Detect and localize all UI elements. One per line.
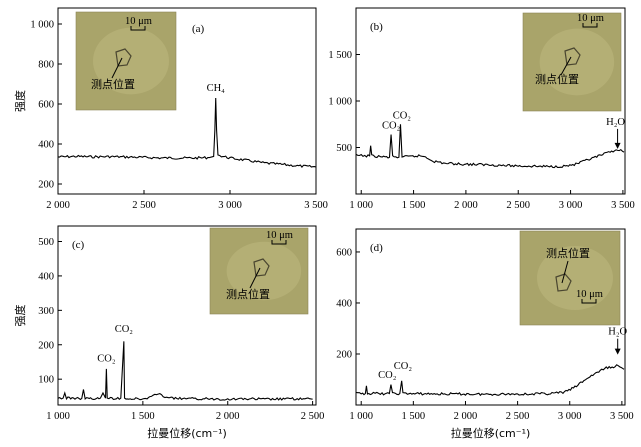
micrograph-highlight: [226, 241, 302, 301]
peak-annotation: CO₂: [97, 353, 116, 364]
x-tick-label: 2 000: [216, 411, 240, 422]
x-tick-label: 3 000: [218, 200, 242, 211]
x-tick-label: 1 500: [402, 200, 426, 211]
y-tick-label: 600: [38, 100, 54, 111]
panel-label: (c): [72, 239, 85, 251]
fluid-inclusion-outline: [253, 258, 270, 277]
x-tick-label: 2 500: [132, 200, 156, 211]
x-axis-label: 拉曼位移(cm⁻¹): [147, 426, 227, 440]
scale-bar: [581, 299, 597, 304]
panel-b: 1 000 1 500 2 000 2 500 3 000 3 500 500 1 000 1 …: [328, 7, 635, 211]
x-tick-label: 3 500: [610, 411, 634, 422]
x-tick-label: 2 000: [46, 200, 70, 211]
x-tick-label: 2 500: [506, 200, 530, 211]
x-tick-label: 1 500: [402, 411, 426, 422]
y-tick-label: 200: [38, 180, 54, 191]
x-tick-label: 1 000: [349, 411, 373, 422]
x-tick-label: 1 000: [46, 411, 70, 422]
peak-annotation: H₂O: [606, 117, 625, 128]
micrograph-inset: 10 μm 测点位置: [75, 11, 177, 111]
inset-label: 测点位置: [91, 77, 135, 91]
fluid-inclusion-outline: [564, 47, 581, 66]
micrograph-inset: 10 μm 测点位置: [209, 227, 309, 315]
y-tick-label: 100: [38, 375, 54, 386]
spectrum-series-line: [355, 364, 625, 397]
y-axis-label: 强度: [13, 305, 27, 327]
peak-annotation: CH₄: [207, 83, 226, 94]
y-tick-label: 600: [336, 247, 352, 258]
y-tick-label: 800: [38, 60, 54, 71]
y-axis-label: 强度: [13, 90, 27, 112]
micrograph-inset: 10 μm 测点位置: [522, 12, 622, 112]
plot-frame: [57, 7, 317, 195]
panel-d: 1 000 1 500 2 000 2 500 3 000 3 500 200 400 600 拉…: [336, 228, 634, 440]
annotation-arrow-head: [614, 348, 621, 355]
scale-bar-label: 10 μm: [266, 230, 293, 241]
x-tick-label: 3 500: [611, 200, 635, 211]
peak-annotation: H₂O: [608, 327, 627, 338]
x-tick-label: 1 500: [131, 411, 155, 422]
peak-annotation: CO₂: [394, 361, 413, 372]
scale-bar-label: 10 μm: [577, 13, 604, 24]
peak-annotation: CO₂: [115, 324, 134, 335]
scale-bar-label: 10 μm: [125, 16, 152, 27]
panel-a: 2 000 2 500 3 000 3 500 200 400 600 800 1 000 强度 C…: [13, 7, 328, 211]
inset-pointer-arrow: [561, 260, 569, 284]
micrograph-highlight: [537, 246, 613, 310]
plot-frame: [57, 225, 317, 406]
inset-label: 测点位置: [226, 287, 270, 301]
spectrum-series-line: [355, 124, 625, 169]
inset-pointer-arrow: [249, 267, 261, 289]
fluid-inclusion-outline: [555, 273, 572, 292]
spectrum-series-line: [57, 97, 317, 168]
scale-bar: [130, 26, 146, 31]
peak-annotation: CO₂: [393, 110, 412, 121]
x-tick-label: 1 000: [349, 200, 373, 211]
spectrum-series-line: [57, 341, 313, 401]
peak-annotation: CO₂: [378, 370, 397, 381]
y-tick-label: 1 000: [328, 97, 352, 108]
panel-c: 1 000 1 500 2 000 2 500 100 200 300 400 500 强度拉曼位…: [13, 225, 325, 440]
inset-label: 测点位置: [535, 72, 579, 86]
panel-label: (a): [192, 23, 205, 35]
panel-label: (d): [370, 242, 383, 254]
peak-annotation: CO₂: [382, 121, 401, 132]
inset-pointer-arrow: [111, 57, 123, 79]
x-tick-label: 3 000: [558, 411, 582, 422]
x-tick-label: 2 000: [454, 200, 478, 211]
x-tick-label: 3 500: [304, 200, 328, 211]
y-tick-label: 400: [336, 298, 352, 309]
x-tick-label: 3 000: [559, 200, 583, 211]
scale-bar: [582, 23, 598, 28]
y-tick-label: 1 000: [30, 20, 54, 31]
y-tick-label: 200: [336, 349, 352, 360]
scale-bar: [271, 240, 287, 245]
scale-bar-label: 10 μm: [576, 289, 603, 300]
plot-frame: [355, 228, 626, 406]
y-tick-label: 400: [38, 140, 54, 151]
y-tick-label: 500: [336, 143, 352, 154]
y-tick-label: 500: [38, 237, 54, 248]
y-tick-label: 1 500: [328, 50, 352, 61]
x-tick-label: 2 500: [506, 411, 530, 422]
annotation-arrow-head: [614, 142, 621, 149]
micrograph-inset: 10 μm 测点位置: [519, 230, 621, 326]
panel-label: (b): [370, 21, 383, 33]
x-tick-label: 2 500: [301, 411, 325, 422]
inset-pointer-arrow: [560, 56, 572, 76]
fluid-inclusion-outline: [115, 48, 132, 67]
y-tick-label: 400: [38, 271, 54, 282]
x-axis-label: 拉曼位移(cm⁻¹): [451, 426, 531, 440]
y-tick-label: 200: [38, 340, 54, 351]
inset-label: 测点位置: [546, 246, 590, 260]
x-tick-label: 2 000: [454, 411, 478, 422]
y-tick-label: 300: [38, 306, 54, 317]
